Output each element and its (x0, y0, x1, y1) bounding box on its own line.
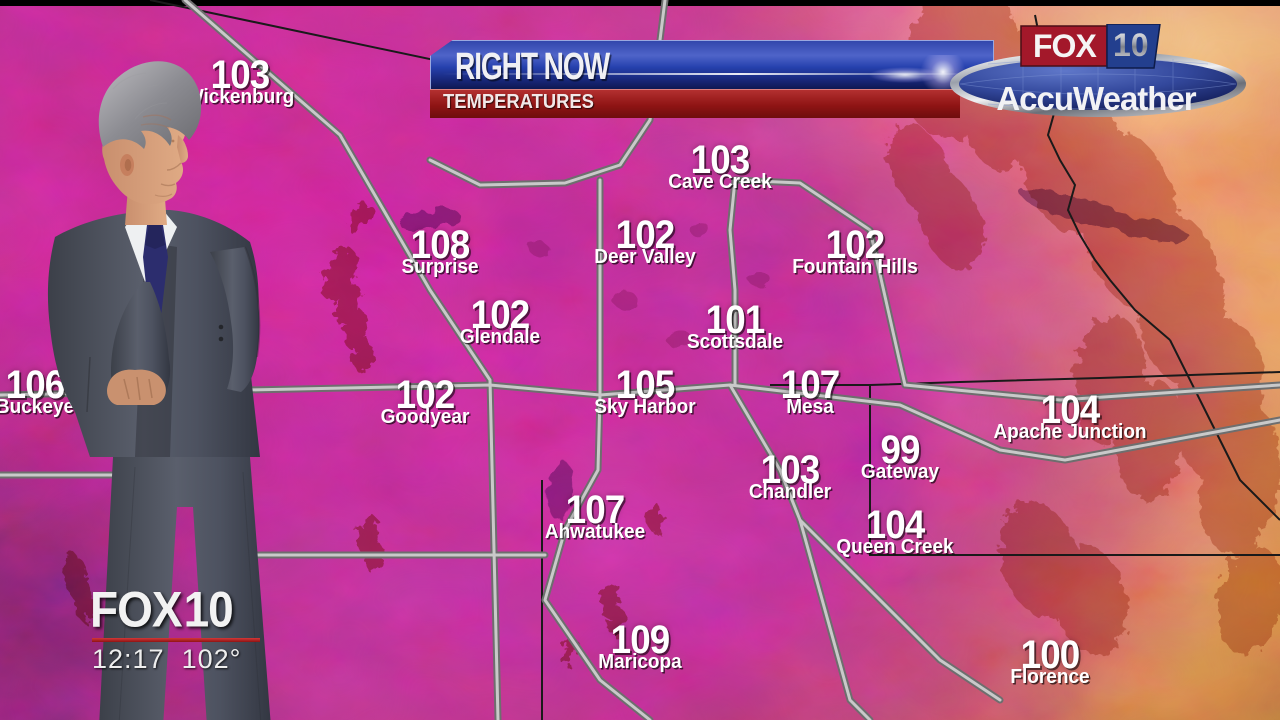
svg-text:AccuWeather: AccuWeather (996, 80, 1196, 117)
svg-text:FOX: FOX (1033, 28, 1097, 64)
svg-text:10: 10 (1113, 27, 1149, 63)
